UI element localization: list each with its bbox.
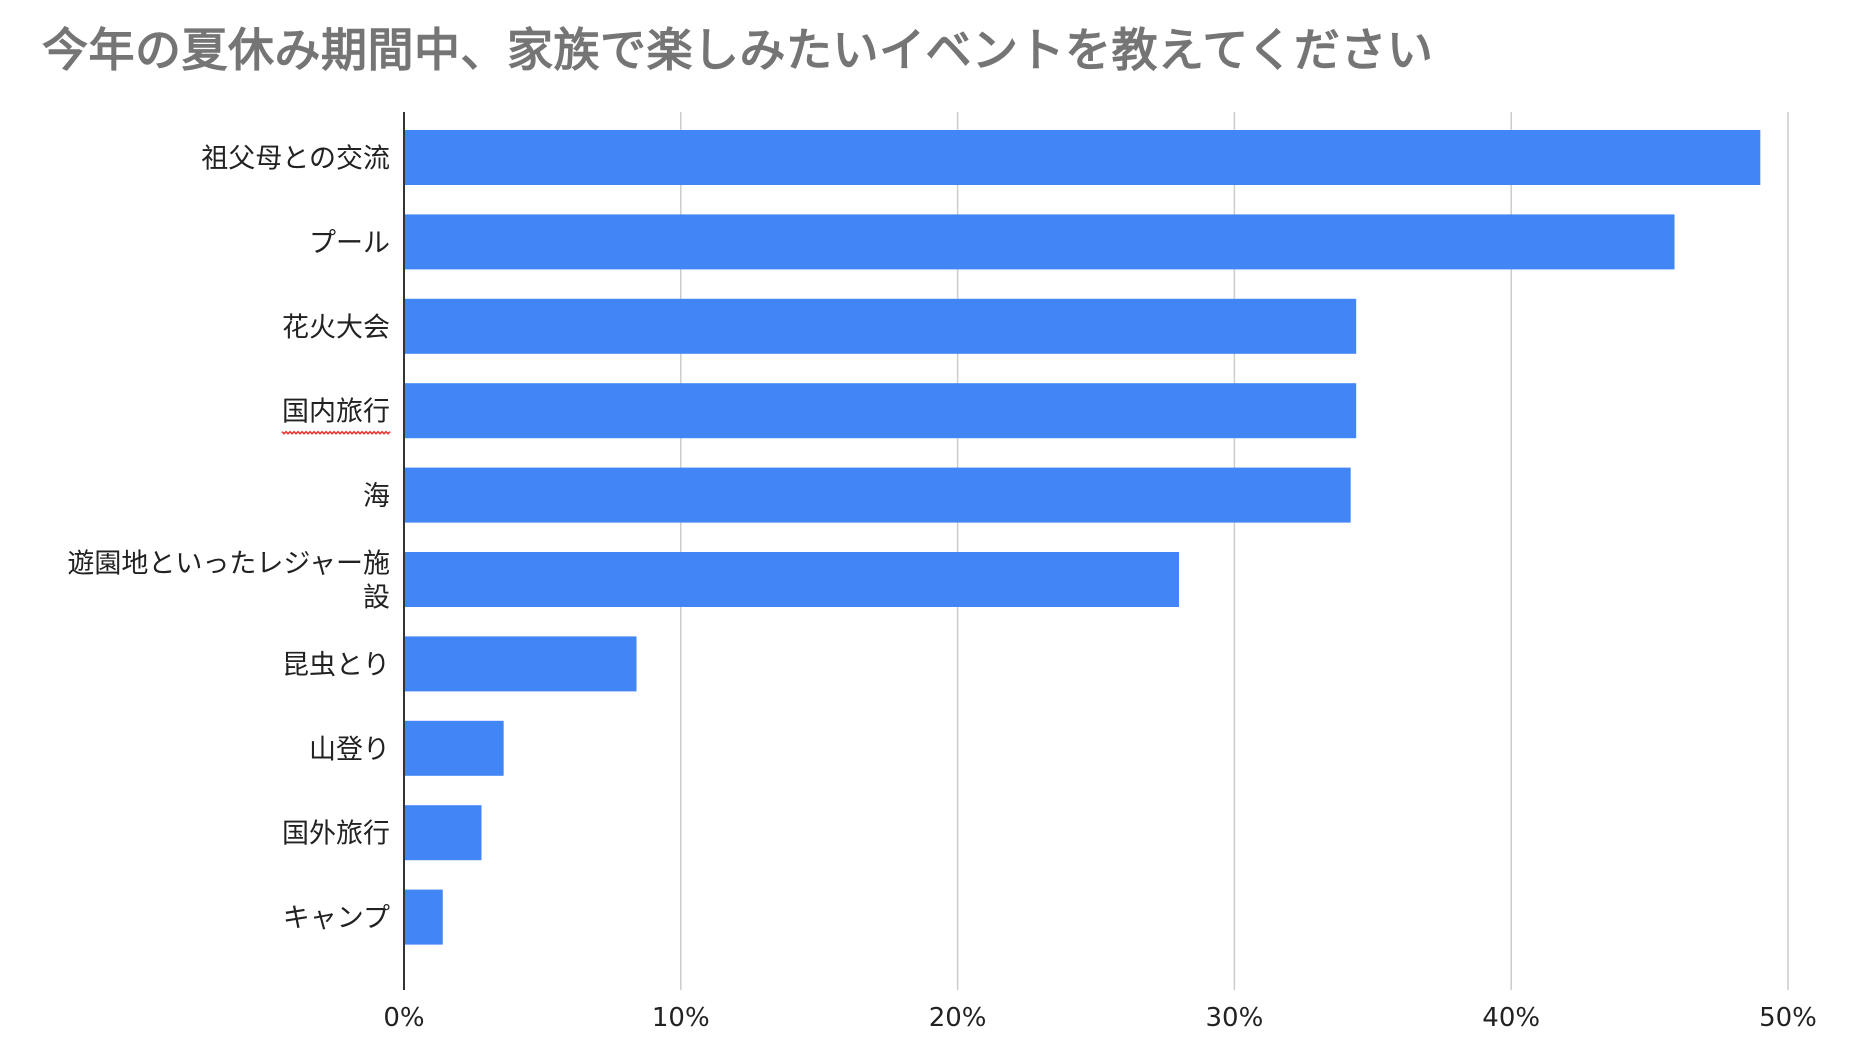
bar [404,889,443,945]
category-label-line: 花火大会 [282,312,390,343]
category-label: 国外旅行 [282,819,390,850]
x-tick-label: 40% [1482,1003,1540,1033]
category-label: プール [309,228,390,259]
spellcheck-underline [281,430,391,435]
category-label-line: 国外旅行 [282,819,390,850]
category-label: 国内旅行 [282,397,390,428]
category-label: 海 [363,481,390,512]
x-tick-label: 0% [383,1003,424,1033]
bar [404,298,1357,354]
category-labels: 祖父母との交流プール花火大会国内旅行海遊園地といったレジャー施設昆虫とり山登り国… [67,144,391,934]
x-tick-label: 10% [652,1003,710,1033]
category-label: 山登り [309,734,390,765]
bar [404,552,1180,607]
bar [404,720,504,776]
category-label-line: キャンプ [283,903,390,934]
category-label-line: 設 [363,583,390,614]
x-tick-label: 50% [1759,1003,1817,1033]
bars [404,130,1761,945]
category-label: 昆虫とり [282,650,390,681]
bar [404,214,1675,270]
bar [404,467,1351,523]
category-label: 祖父母との交流 [201,144,390,175]
category-label-line: 昆虫とり [282,650,390,681]
x-tick-label: 30% [1206,1003,1264,1033]
x-axis-ticks: 0% 10% 20% 30% 40% 50% [383,1003,1817,1033]
category-label: 花火大会 [282,312,390,343]
category-label: 遊園地といったレジャー施設 [67,549,390,614]
chart-title: 今年の夏休み期間中、家族で楽しみたいイベントを教えてください [42,23,1434,77]
category-label: キャンプ [283,903,390,934]
bar [404,130,1761,185]
bar [404,805,482,861]
category-label-line: 海 [363,481,390,512]
category-label-line: 祖父母との交流 [201,144,390,175]
category-label-line: 国内旅行 [282,397,390,428]
bar [404,383,1357,439]
category-label-line: プール [309,228,390,259]
category-label-line: 遊園地といったレジャー施 [67,549,390,580]
x-tick-label: 20% [929,1003,987,1033]
category-label-line: 山登り [309,734,390,765]
bar [404,636,637,692]
